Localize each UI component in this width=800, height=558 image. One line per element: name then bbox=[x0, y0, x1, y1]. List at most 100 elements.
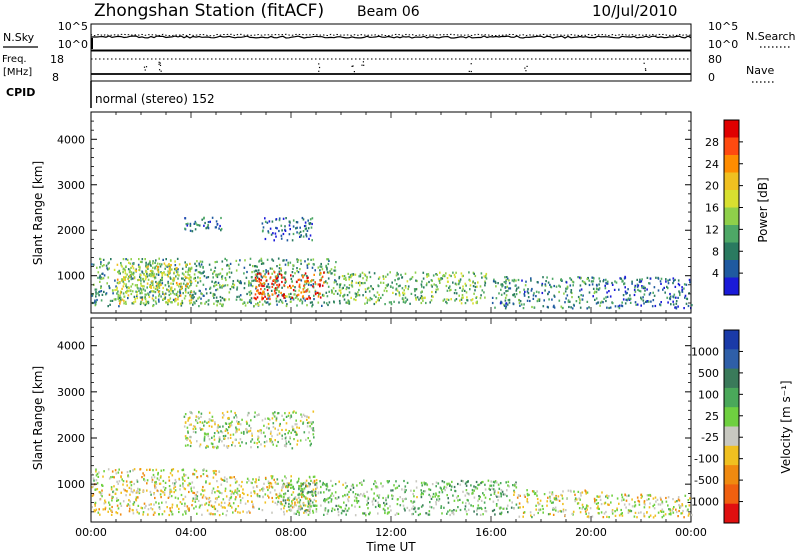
echo-cell bbox=[140, 296, 142, 299]
echo-cell bbox=[547, 513, 550, 516]
echo-cell bbox=[125, 283, 127, 286]
echo-cell bbox=[441, 491, 444, 494]
echo-cell bbox=[142, 511, 145, 514]
echo-cell bbox=[579, 284, 582, 287]
echo-cell bbox=[193, 507, 195, 510]
echo-cell bbox=[189, 280, 191, 284]
echo-cell bbox=[404, 498, 406, 501]
echo-cell bbox=[315, 508, 318, 511]
echo-cell bbox=[578, 276, 581, 279]
echo-cell bbox=[433, 507, 435, 510]
echo-cell bbox=[307, 502, 310, 505]
x-tick-label: 00:00 bbox=[675, 526, 707, 539]
echo-cell bbox=[394, 513, 397, 516]
echo-cell bbox=[278, 432, 281, 435]
echo-cell bbox=[104, 499, 106, 502]
echo-cell bbox=[351, 285, 354, 288]
echo-cell bbox=[606, 496, 609, 500]
echo-cell bbox=[614, 280, 616, 283]
echo-cell bbox=[267, 480, 270, 483]
echo-cell bbox=[267, 488, 269, 492]
echo-cell bbox=[427, 273, 430, 276]
echo-cell bbox=[426, 273, 428, 276]
echo-cell bbox=[193, 301, 195, 304]
echo-cell bbox=[288, 482, 290, 485]
echo-cell bbox=[91, 294, 93, 297]
echo-cell bbox=[542, 276, 544, 279]
echo-cell bbox=[289, 284, 291, 287]
echo-cell bbox=[249, 293, 251, 297]
echo-cell bbox=[464, 508, 466, 511]
echo-cell bbox=[268, 303, 270, 306]
echo-cell bbox=[196, 476, 199, 479]
echo-cell bbox=[136, 290, 138, 293]
echo-cell bbox=[121, 287, 123, 290]
echo-cell bbox=[155, 280, 157, 284]
echo-cell bbox=[242, 510, 244, 513]
echo-cell bbox=[198, 506, 201, 509]
echo-cell bbox=[367, 497, 370, 500]
echo-cell bbox=[169, 270, 171, 273]
echo-cell bbox=[449, 509, 451, 512]
echo-cell bbox=[307, 283, 310, 286]
echo-cell bbox=[688, 504, 691, 507]
echo-cell bbox=[288, 502, 290, 505]
echo-cell bbox=[551, 298, 553, 301]
echo-cell bbox=[376, 299, 379, 302]
echo-cell bbox=[261, 282, 264, 286]
echo-cell bbox=[285, 477, 287, 480]
echo-cell bbox=[315, 479, 318, 482]
echo-cell bbox=[334, 279, 336, 282]
echo-cell bbox=[333, 292, 335, 295]
echo-cell bbox=[447, 501, 450, 504]
echo-cell bbox=[519, 494, 521, 497]
echo-cell bbox=[182, 498, 185, 501]
echo-cell bbox=[163, 493, 166, 496]
echo-cell bbox=[608, 503, 610, 506]
echo-cell bbox=[115, 285, 117, 288]
echo-cell bbox=[284, 433, 286, 436]
echo-cell bbox=[284, 229, 287, 232]
echo-cell bbox=[464, 282, 467, 285]
echo-cell bbox=[239, 259, 241, 262]
echo-cell bbox=[284, 271, 287, 274]
echo-cell bbox=[135, 508, 138, 511]
echo-cell bbox=[348, 300, 351, 303]
noise-right-label: N.Search bbox=[746, 30, 796, 43]
echo-cell bbox=[226, 264, 228, 267]
echo-cell bbox=[325, 488, 328, 491]
echo-cell bbox=[261, 284, 263, 288]
echo-cell bbox=[551, 277, 554, 280]
echo-cell bbox=[275, 482, 278, 485]
echo-cell bbox=[277, 412, 280, 415]
echo-cell bbox=[334, 483, 337, 486]
echo-cell bbox=[358, 275, 360, 278]
echo-cell bbox=[599, 495, 601, 498]
echo-cell bbox=[544, 289, 546, 292]
echo-cell bbox=[236, 428, 238, 431]
echo-cell bbox=[150, 275, 152, 278]
echo-cell bbox=[147, 263, 149, 266]
echo-cell bbox=[603, 278, 605, 282]
echo-cell bbox=[465, 484, 468, 487]
echo-cell bbox=[430, 299, 433, 302]
echo-cell bbox=[122, 280, 125, 283]
echo-cell bbox=[327, 510, 329, 513]
echo-cell bbox=[92, 493, 95, 496]
echo-cell bbox=[298, 285, 301, 288]
echo-cell bbox=[236, 286, 239, 289]
echo-cell bbox=[246, 431, 248, 434]
echo-cell bbox=[505, 305, 508, 308]
echo-cell bbox=[275, 444, 278, 447]
echo-cell bbox=[681, 289, 683, 292]
echo-cell bbox=[151, 478, 154, 481]
echo-cell bbox=[301, 216, 304, 220]
echo-cell bbox=[308, 262, 310, 265]
echo-cell bbox=[288, 505, 291, 508]
echo-cell bbox=[374, 485, 377, 488]
echo-cell bbox=[685, 302, 688, 305]
echo-cell bbox=[684, 494, 687, 497]
echo-cell bbox=[375, 486, 378, 489]
echo-cell bbox=[184, 488, 187, 491]
echo-cell bbox=[140, 288, 142, 291]
